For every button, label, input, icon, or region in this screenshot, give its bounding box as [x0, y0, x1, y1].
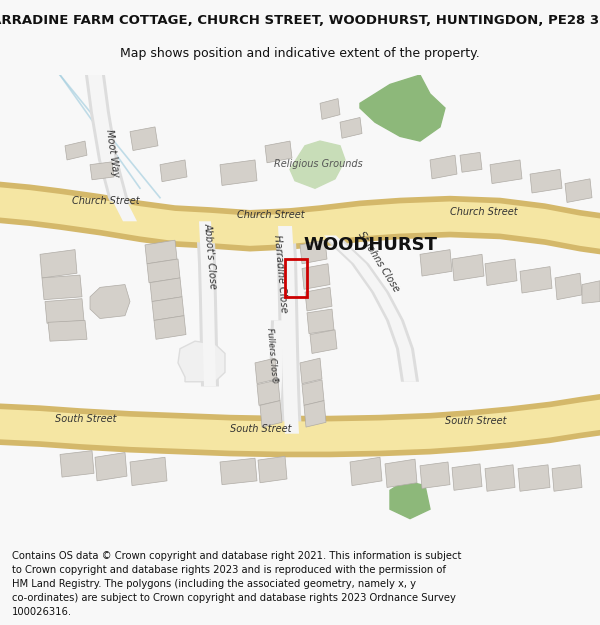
Polygon shape [490, 160, 522, 184]
Polygon shape [460, 152, 482, 173]
Polygon shape [420, 462, 450, 488]
Polygon shape [324, 236, 416, 382]
Text: South Street: South Street [445, 416, 506, 426]
Polygon shape [220, 458, 257, 484]
Polygon shape [582, 281, 600, 303]
Polygon shape [260, 401, 282, 427]
Polygon shape [452, 464, 482, 490]
Polygon shape [430, 155, 457, 179]
Polygon shape [520, 267, 552, 293]
Polygon shape [305, 288, 332, 311]
Text: South Street: South Street [230, 424, 292, 434]
Polygon shape [0, 394, 600, 458]
Polygon shape [147, 259, 180, 282]
Polygon shape [360, 75, 445, 141]
Polygon shape [385, 459, 417, 488]
Text: St Johns Close: St Johns Close [356, 230, 401, 294]
Polygon shape [196, 221, 219, 386]
Text: Church Street: Church Street [72, 196, 140, 206]
Polygon shape [304, 401, 326, 427]
Polygon shape [267, 321, 287, 415]
Polygon shape [40, 249, 77, 278]
Polygon shape [199, 221, 216, 386]
Bar [285, 259, 307, 297]
Polygon shape [258, 456, 287, 482]
Polygon shape [302, 380, 324, 406]
Polygon shape [321, 236, 419, 382]
Polygon shape [257, 380, 280, 406]
Polygon shape [320, 99, 340, 119]
Polygon shape [90, 162, 114, 180]
Polygon shape [265, 141, 292, 162]
Polygon shape [302, 264, 330, 289]
Text: Contains OS data © Crown copyright and database right 2021. This information is : Contains OS data © Crown copyright and d… [12, 551, 461, 617]
Polygon shape [278, 226, 299, 434]
Polygon shape [0, 400, 600, 452]
Polygon shape [565, 179, 592, 202]
Polygon shape [45, 299, 84, 323]
Polygon shape [0, 188, 600, 249]
Polygon shape [65, 141, 87, 160]
Polygon shape [60, 451, 94, 477]
Polygon shape [307, 309, 334, 334]
Polygon shape [130, 458, 167, 486]
Polygon shape [154, 316, 186, 339]
Polygon shape [350, 458, 382, 486]
Polygon shape [485, 259, 517, 286]
Text: Church Street: Church Street [237, 211, 305, 221]
Polygon shape [555, 273, 582, 299]
Text: Map shows position and indicative extent of the property.: Map shows position and indicative extent… [120, 48, 480, 61]
Polygon shape [290, 141, 345, 188]
Text: Harradine Close: Harradine Close [272, 234, 289, 313]
Polygon shape [90, 284, 130, 319]
Polygon shape [220, 160, 257, 186]
Polygon shape [178, 341, 225, 382]
Polygon shape [452, 254, 484, 281]
Polygon shape [390, 481, 430, 519]
Polygon shape [145, 240, 177, 264]
Polygon shape [530, 169, 562, 193]
Polygon shape [310, 330, 337, 354]
Polygon shape [48, 321, 87, 341]
Polygon shape [420, 249, 452, 276]
Polygon shape [340, 118, 362, 138]
Text: South Street: South Street [55, 414, 116, 424]
Polygon shape [518, 465, 550, 491]
Polygon shape [152, 297, 184, 321]
Text: Church Street: Church Street [450, 207, 518, 217]
Polygon shape [42, 275, 82, 299]
Text: Abbot's Close: Abbot's Close [203, 222, 219, 289]
Text: Fullers Clos®: Fullers Clos® [265, 327, 279, 384]
Polygon shape [160, 160, 187, 182]
Polygon shape [552, 465, 582, 491]
Text: Moot Way: Moot Way [104, 129, 121, 178]
Polygon shape [270, 321, 284, 415]
Polygon shape [0, 182, 600, 254]
Text: HARRADINE FARM COTTAGE, CHURCH STREET, WOODHURST, HUNTINGDON, PE28 3BN: HARRADINE FARM COTTAGE, CHURCH STREET, W… [0, 14, 600, 28]
Polygon shape [88, 75, 137, 221]
Text: Religious Grounds: Religious Grounds [274, 159, 362, 169]
Text: WOODHURST: WOODHURST [303, 236, 437, 254]
Polygon shape [485, 465, 515, 491]
Polygon shape [150, 278, 182, 301]
Polygon shape [130, 127, 158, 151]
Polygon shape [85, 75, 140, 221]
Polygon shape [300, 240, 327, 264]
Polygon shape [275, 226, 302, 434]
Polygon shape [255, 358, 277, 384]
Polygon shape [300, 358, 322, 384]
Polygon shape [95, 452, 127, 481]
